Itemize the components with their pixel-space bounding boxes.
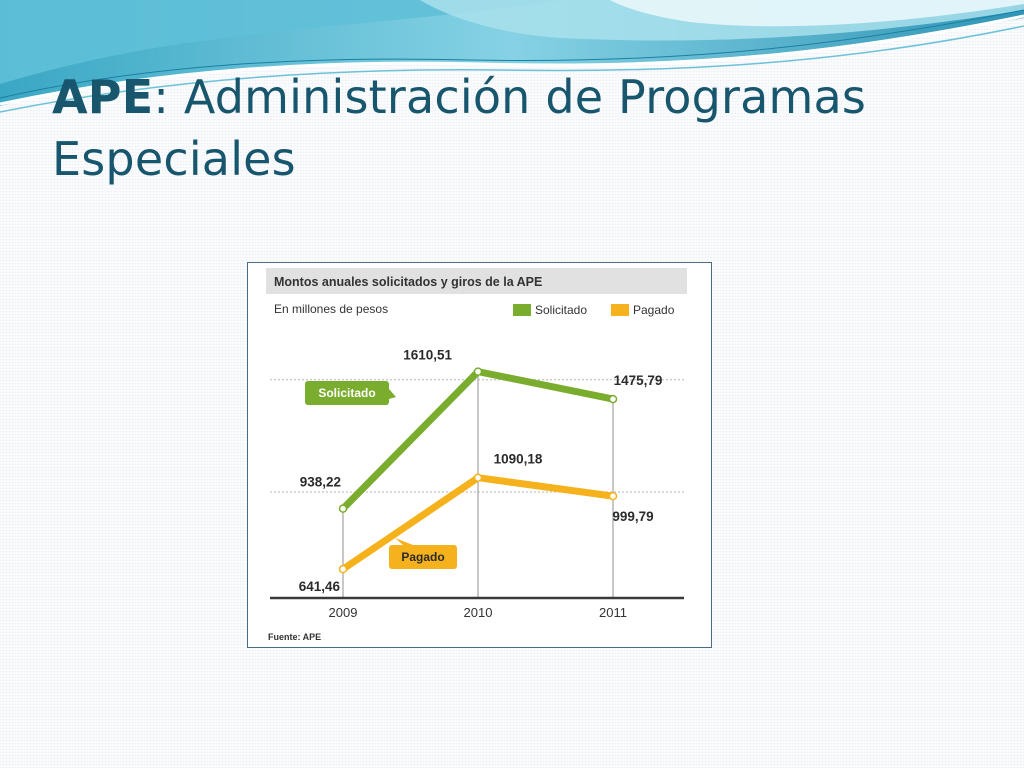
legend-swatch-solicitado: [513, 304, 531, 316]
data-label-pagado-2010: 1090,18: [494, 452, 543, 467]
data-point-solicitado-2010: [473, 367, 483, 376]
data-label-pagado-2009: 641,46: [299, 579, 341, 594]
series-tag-label-solicitado: Solicitado: [318, 386, 375, 400]
slide-title: APE: Administración de Programas Especial…: [52, 66, 992, 190]
legend-label-pagado: Pagado: [633, 303, 675, 317]
line-chart: Montos anuales solicitados y giros de la…: [266, 268, 687, 642]
chart-source: Fuente: APE: [268, 632, 321, 642]
series-tag-pointer-pagado: [395, 538, 413, 545]
data-point-pagado-2010: [473, 473, 483, 482]
legend-swatch-pagado: [611, 304, 629, 316]
data-label-solicitado-2009: 938,22: [300, 475, 341, 490]
data-label-pagado-2011: 999,79: [612, 509, 653, 524]
series-tag-pointer-solicitado: [389, 389, 396, 399]
data-point-pagado-2011: [608, 491, 618, 501]
series-tag-label-pagado: Pagado: [401, 550, 444, 564]
chart-subtitle: En millones de pesos: [274, 302, 388, 316]
x-tick-label-2010: 2010: [464, 605, 493, 620]
decorative-wave-banner: [0, 0, 1024, 113]
series-tag-bg-pagado: [389, 545, 457, 569]
chart-header-band: [266, 268, 687, 294]
slide-title-acronym: APE: [52, 70, 154, 124]
data-point-solicitado-2009: [338, 504, 348, 513]
slide-title-line2: Especiales: [52, 132, 296, 186]
data-label-solicitado-2010: 1610,51: [403, 348, 452, 363]
series-tag-bg-solicitado: [305, 381, 389, 405]
x-tick-label-2009: 2009: [329, 605, 358, 620]
data-label-solicitado-2011: 1475,79: [614, 373, 663, 388]
x-tick-label-2011: 2011: [599, 605, 627, 620]
legend-label-solicitado: Solicitado: [535, 303, 587, 317]
data-point-pagado-2009: [338, 564, 348, 574]
chart-image-frame: Montos anuales solicitados y giros de la…: [247, 262, 712, 648]
chart-title: Montos anuales solicitados y giros de la…: [274, 275, 542, 289]
data-point-solicitado-2011: [608, 394, 618, 404]
slide-title-rest: : Administración de Programas: [153, 70, 867, 124]
